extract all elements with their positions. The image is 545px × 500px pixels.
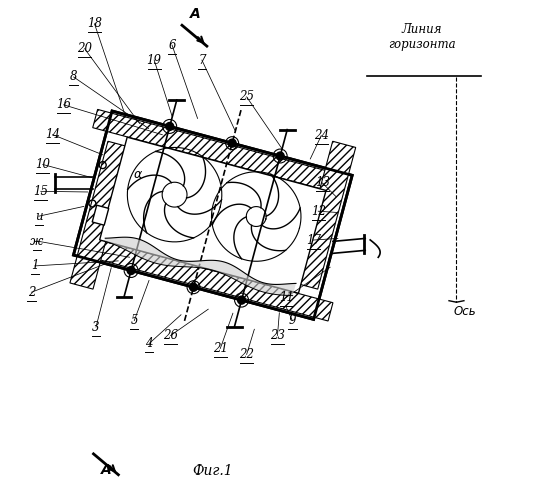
Text: 19: 19 bbox=[147, 54, 162, 66]
Text: 24: 24 bbox=[314, 129, 329, 142]
Text: 8: 8 bbox=[70, 70, 77, 84]
Circle shape bbox=[276, 152, 284, 160]
Polygon shape bbox=[100, 137, 326, 293]
Polygon shape bbox=[92, 205, 108, 225]
Text: 3: 3 bbox=[92, 320, 100, 334]
Text: Фиг.1: Фиг.1 bbox=[192, 464, 233, 477]
Text: 11: 11 bbox=[279, 290, 294, 304]
Text: 14: 14 bbox=[45, 128, 60, 141]
Text: α: α bbox=[134, 168, 142, 181]
Text: 17: 17 bbox=[306, 234, 321, 246]
Text: и: и bbox=[35, 210, 43, 222]
Text: 12: 12 bbox=[311, 204, 326, 218]
Circle shape bbox=[238, 296, 246, 304]
Polygon shape bbox=[105, 237, 296, 296]
Text: 21: 21 bbox=[213, 342, 228, 355]
Polygon shape bbox=[93, 240, 333, 321]
Circle shape bbox=[228, 139, 236, 147]
Text: 9: 9 bbox=[289, 314, 296, 327]
Text: 15: 15 bbox=[33, 185, 49, 198]
Text: 16: 16 bbox=[56, 98, 71, 112]
Polygon shape bbox=[74, 111, 352, 320]
Text: 10: 10 bbox=[35, 158, 50, 171]
Text: 25: 25 bbox=[239, 90, 254, 104]
Text: А: А bbox=[101, 463, 111, 477]
Polygon shape bbox=[295, 142, 356, 289]
Polygon shape bbox=[93, 110, 333, 190]
Text: 20: 20 bbox=[77, 42, 92, 55]
Text: 26: 26 bbox=[163, 329, 178, 342]
Text: 13: 13 bbox=[314, 176, 330, 190]
Text: 7: 7 bbox=[198, 54, 205, 66]
Text: 6: 6 bbox=[168, 38, 176, 52]
Text: 4: 4 bbox=[146, 337, 153, 350]
Circle shape bbox=[190, 284, 197, 291]
Circle shape bbox=[166, 122, 174, 130]
Text: ж: ж bbox=[30, 234, 44, 248]
Text: 5: 5 bbox=[130, 314, 138, 327]
Text: Линия
горизонта: Линия горизонта bbox=[388, 23, 456, 51]
Text: А: А bbox=[190, 8, 201, 22]
Text: Ось: Ось bbox=[454, 304, 477, 318]
Polygon shape bbox=[70, 142, 131, 289]
Text: 1: 1 bbox=[31, 260, 39, 272]
Text: 22: 22 bbox=[239, 348, 254, 361]
Circle shape bbox=[127, 266, 135, 274]
Text: 23: 23 bbox=[270, 329, 285, 342]
Text: 2: 2 bbox=[28, 286, 35, 299]
Text: 18: 18 bbox=[87, 18, 102, 30]
